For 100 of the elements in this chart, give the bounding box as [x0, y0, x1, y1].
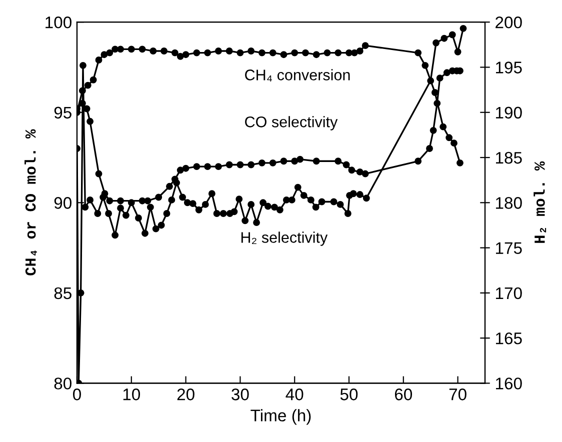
point: [128, 199, 135, 206]
point: [122, 212, 130, 219]
point: [356, 191, 364, 198]
point: [460, 24, 467, 32]
point: [214, 163, 222, 170]
y-tick-label: 95: [54, 106, 72, 119]
point: [362, 194, 370, 202]
x-tick-label: 20: [177, 388, 194, 400]
point: [146, 204, 154, 211]
point: [422, 62, 429, 69]
point: [138, 197, 146, 204]
x-tick-label: 30: [232, 388, 249, 400]
point: [128, 46, 135, 53]
point: [176, 166, 184, 174]
point: [440, 123, 447, 130]
point: [342, 161, 350, 168]
point: [336, 200, 344, 208]
point: [356, 168, 364, 176]
point: [432, 39, 440, 46]
point: [166, 182, 173, 190]
point: [427, 77, 434, 84]
y-tick-label: 85: [54, 287, 72, 300]
point: [184, 199, 191, 206]
point: [204, 163, 212, 170]
point: [171, 49, 178, 56]
point: [176, 52, 184, 60]
point: [276, 206, 284, 214]
x-tick-label: 60: [394, 388, 412, 400]
point: [236, 196, 243, 203]
point: [294, 184, 302, 191]
point: [426, 145, 433, 152]
y2-tick-label: 180: [496, 197, 522, 209]
point: [330, 198, 338, 206]
point: [440, 34, 448, 42]
point: [436, 74, 444, 82]
point: [208, 190, 216, 198]
point: [271, 204, 278, 211]
point: [414, 158, 422, 165]
point: [434, 100, 441, 107]
point: [226, 48, 233, 54]
point: [106, 197, 114, 204]
y-axis-title: CH₄ or CO mol. %: [24, 129, 37, 276]
x-tick-label: 0: [73, 388, 81, 400]
point: [214, 48, 222, 54]
point: [280, 158, 288, 165]
point: [160, 48, 168, 54]
point: [226, 161, 233, 168]
point: [230, 208, 238, 216]
point: [134, 214, 142, 222]
y2-tick-label: 185: [496, 152, 522, 164]
point: [193, 163, 200, 170]
point: [168, 196, 176, 204]
point: [253, 219, 260, 226]
point: [456, 159, 464, 166]
y2-tick-label: 195: [496, 62, 522, 74]
point: [312, 204, 320, 211]
annotation: H₂ selectivity: [241, 232, 328, 246]
point: [350, 190, 357, 198]
y-tick-label: 80: [54, 378, 72, 390]
point: [86, 196, 94, 204]
point: [112, 232, 119, 239]
y2-tick-label: 175: [496, 242, 522, 254]
point: [189, 200, 196, 208]
point: [258, 159, 266, 166]
point: [95, 170, 102, 178]
point: [163, 210, 170, 217]
point: [348, 166, 356, 174]
point: [312, 158, 320, 165]
point: [430, 126, 437, 134]
y2-tick-label: 160: [496, 378, 522, 390]
point: [242, 217, 249, 224]
y2-tick-label: 190: [496, 106, 522, 119]
point: [269, 159, 276, 166]
point: [213, 210, 220, 217]
point: [105, 210, 112, 217]
point: [100, 51, 108, 58]
y-tick-label: 100: [46, 16, 72, 28]
point: [182, 164, 190, 172]
point: [84, 82, 92, 89]
point: [106, 49, 114, 56]
point: [443, 69, 450, 76]
point: [269, 49, 276, 56]
point: [117, 46, 124, 53]
point: [248, 161, 255, 168]
point: [346, 49, 352, 56]
point: [356, 48, 364, 54]
point: [248, 200, 255, 208]
y2-tick-label: 165: [496, 332, 522, 344]
point: [450, 140, 458, 147]
point: [100, 194, 107, 201]
point: [260, 199, 267, 206]
y-tick-label: 90: [54, 197, 72, 209]
point: [179, 194, 186, 201]
point: [312, 51, 320, 58]
point: [82, 204, 89, 211]
point: [94, 210, 102, 217]
point: [302, 49, 309, 56]
point: [90, 76, 97, 84]
point: [431, 89, 438, 96]
y2-tick-label: 200: [496, 16, 522, 28]
